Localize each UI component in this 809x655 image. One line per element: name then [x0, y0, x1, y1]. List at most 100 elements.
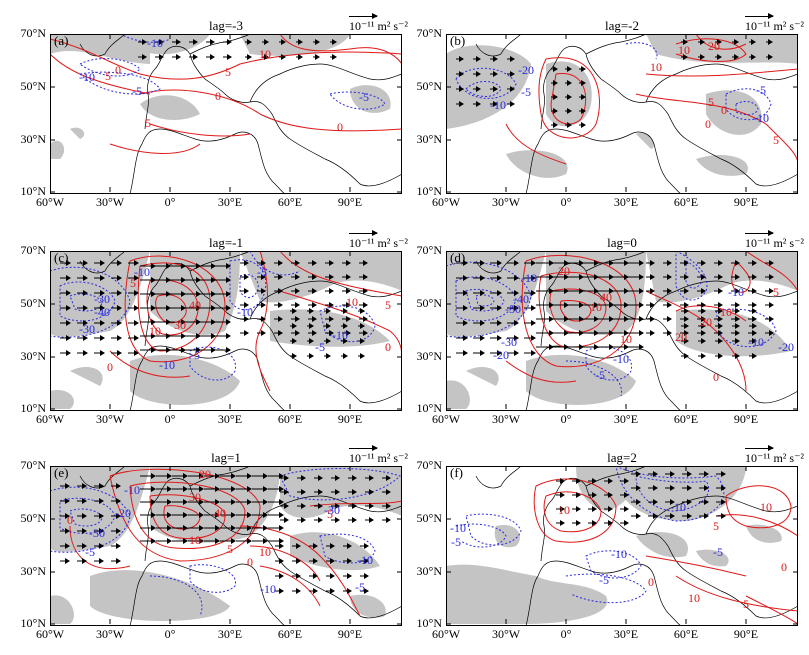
contour-label-positive: 10 — [650, 60, 662, 74]
contour-line-positive — [279, 34, 402, 65]
contour-line-positive — [259, 565, 321, 607]
vector-arrow — [646, 330, 655, 336]
contour-label-positive: 10 — [558, 503, 570, 517]
shaded-region — [140, 95, 200, 120]
vector-arrow — [280, 475, 289, 481]
contour-label-negative: -5 — [521, 85, 531, 99]
contour-label-negative: -20 — [115, 506, 131, 520]
vector-arrow — [342, 316, 351, 322]
longitude-tick-label: 0° — [164, 627, 176, 641]
vector-arrow — [524, 335, 536, 341]
vector-arrow — [155, 39, 164, 45]
panel-label: (c) — [54, 250, 69, 265]
vector-arrow — [94, 290, 105, 296]
unit-text: 10⁻¹¹ m² s⁻² — [348, 451, 408, 465]
shaded-region — [636, 132, 655, 149]
vector-arrow — [60, 498, 70, 504]
vector-arrow — [279, 54, 286, 60]
vector-arrow — [279, 39, 286, 45]
vector-arrow — [252, 512, 268, 518]
contour-label-negative: -30 — [324, 503, 340, 517]
contour-line-negative — [685, 260, 703, 289]
contour-line-positive — [543, 491, 602, 533]
vector-arrow — [325, 288, 334, 294]
vector-arrow — [507, 350, 519, 356]
latitude-tick-label: 10°N — [416, 184, 442, 198]
vector-arrow — [473, 86, 481, 92]
vector-arrow — [663, 274, 672, 280]
vector-arrow — [156, 525, 172, 531]
vector-arrow — [572, 492, 581, 498]
contour-label-negative: -5 — [595, 368, 605, 382]
vector-arrow — [359, 288, 368, 294]
contour-label-negative: -5 — [85, 545, 95, 559]
vector-arrow — [766, 39, 773, 45]
vector-arrow — [220, 486, 236, 492]
vector-arrow — [262, 39, 269, 45]
vector-arrow — [275, 558, 284, 564]
longitude-tick-label: 0° — [164, 412, 176, 426]
contour-line-positive — [139, 89, 402, 132]
contour-line-positive — [645, 555, 747, 577]
contour-label-positive: 0 — [115, 63, 121, 77]
longitude-tick-label: 30°E — [217, 627, 243, 641]
vector-arrow — [680, 316, 689, 322]
vector-arrow — [94, 275, 105, 281]
wave-activity-vectors — [60, 260, 368, 359]
vector-arrow — [342, 274, 351, 280]
vector-arrow — [365, 517, 374, 523]
vector-arrow — [140, 512, 156, 518]
vector-arrow — [140, 263, 156, 269]
longitude-tick-label: 90°E — [337, 627, 363, 641]
vector-arrow — [200, 319, 216, 325]
vector-arrow — [280, 503, 289, 509]
longitude-tick-label: 90°E — [733, 412, 759, 426]
vector-arrow — [111, 350, 122, 356]
contour-label-negative: -10 — [753, 111, 769, 125]
vector-arrow — [507, 305, 519, 311]
vector-arrow — [172, 512, 188, 518]
shaded-region — [466, 366, 499, 386]
contour-label-positive: 40 — [600, 290, 612, 304]
vector-arrow — [240, 288, 249, 294]
panel-c: 5 40 30 10 0 10 5 0 -10 -30 -40 -30 -10 -5 -10 -5 -10 -5(… — [21, 230, 408, 426]
shaded-region — [130, 354, 240, 405]
vector-arrow — [715, 323, 723, 329]
vector-arrow — [111, 498, 121, 504]
vector-arrow — [206, 39, 215, 45]
contour-line-positive — [505, 123, 567, 165]
vector-arrow — [714, 288, 723, 294]
vector-arrow — [94, 543, 104, 549]
vector-arrow — [172, 538, 188, 544]
vector-arrow — [155, 54, 164, 60]
contour-line-positive — [550, 73, 587, 125]
vector-arrow — [620, 520, 629, 526]
longitude-tick-label: 0° — [164, 195, 176, 209]
vector-arrow — [170, 305, 186, 311]
positive-contours — [505, 34, 798, 165]
vector-arrow — [170, 347, 186, 353]
vector-arrow — [128, 335, 139, 341]
vector-arrow — [297, 517, 306, 523]
latitude-tick-label: 10°N — [20, 184, 46, 198]
contour-label-positive: 20 — [558, 264, 570, 278]
vector-arrow — [507, 101, 515, 107]
vector-arrow — [524, 305, 536, 311]
vector-arrow — [342, 330, 351, 336]
vector-arrow — [490, 290, 502, 296]
shaded-region — [636, 532, 688, 558]
contour-line-negative — [189, 564, 236, 593]
vector-arrow — [620, 506, 629, 512]
latitude-tick-label: 70°N — [416, 26, 442, 40]
vector-arrow — [456, 260, 468, 266]
vector-arrow — [473, 275, 485, 281]
vector-arrow — [128, 305, 139, 311]
vector-arrow — [111, 320, 122, 326]
contour-label-negative: -20 — [493, 348, 509, 362]
vector-arrow — [268, 486, 284, 492]
contour-label-negative: -10 — [159, 358, 175, 372]
vector-arrow — [507, 260, 519, 266]
contour-label-positive: 20 — [675, 330, 687, 344]
vector-arrow — [185, 291, 201, 297]
vector-arrow — [456, 275, 468, 281]
